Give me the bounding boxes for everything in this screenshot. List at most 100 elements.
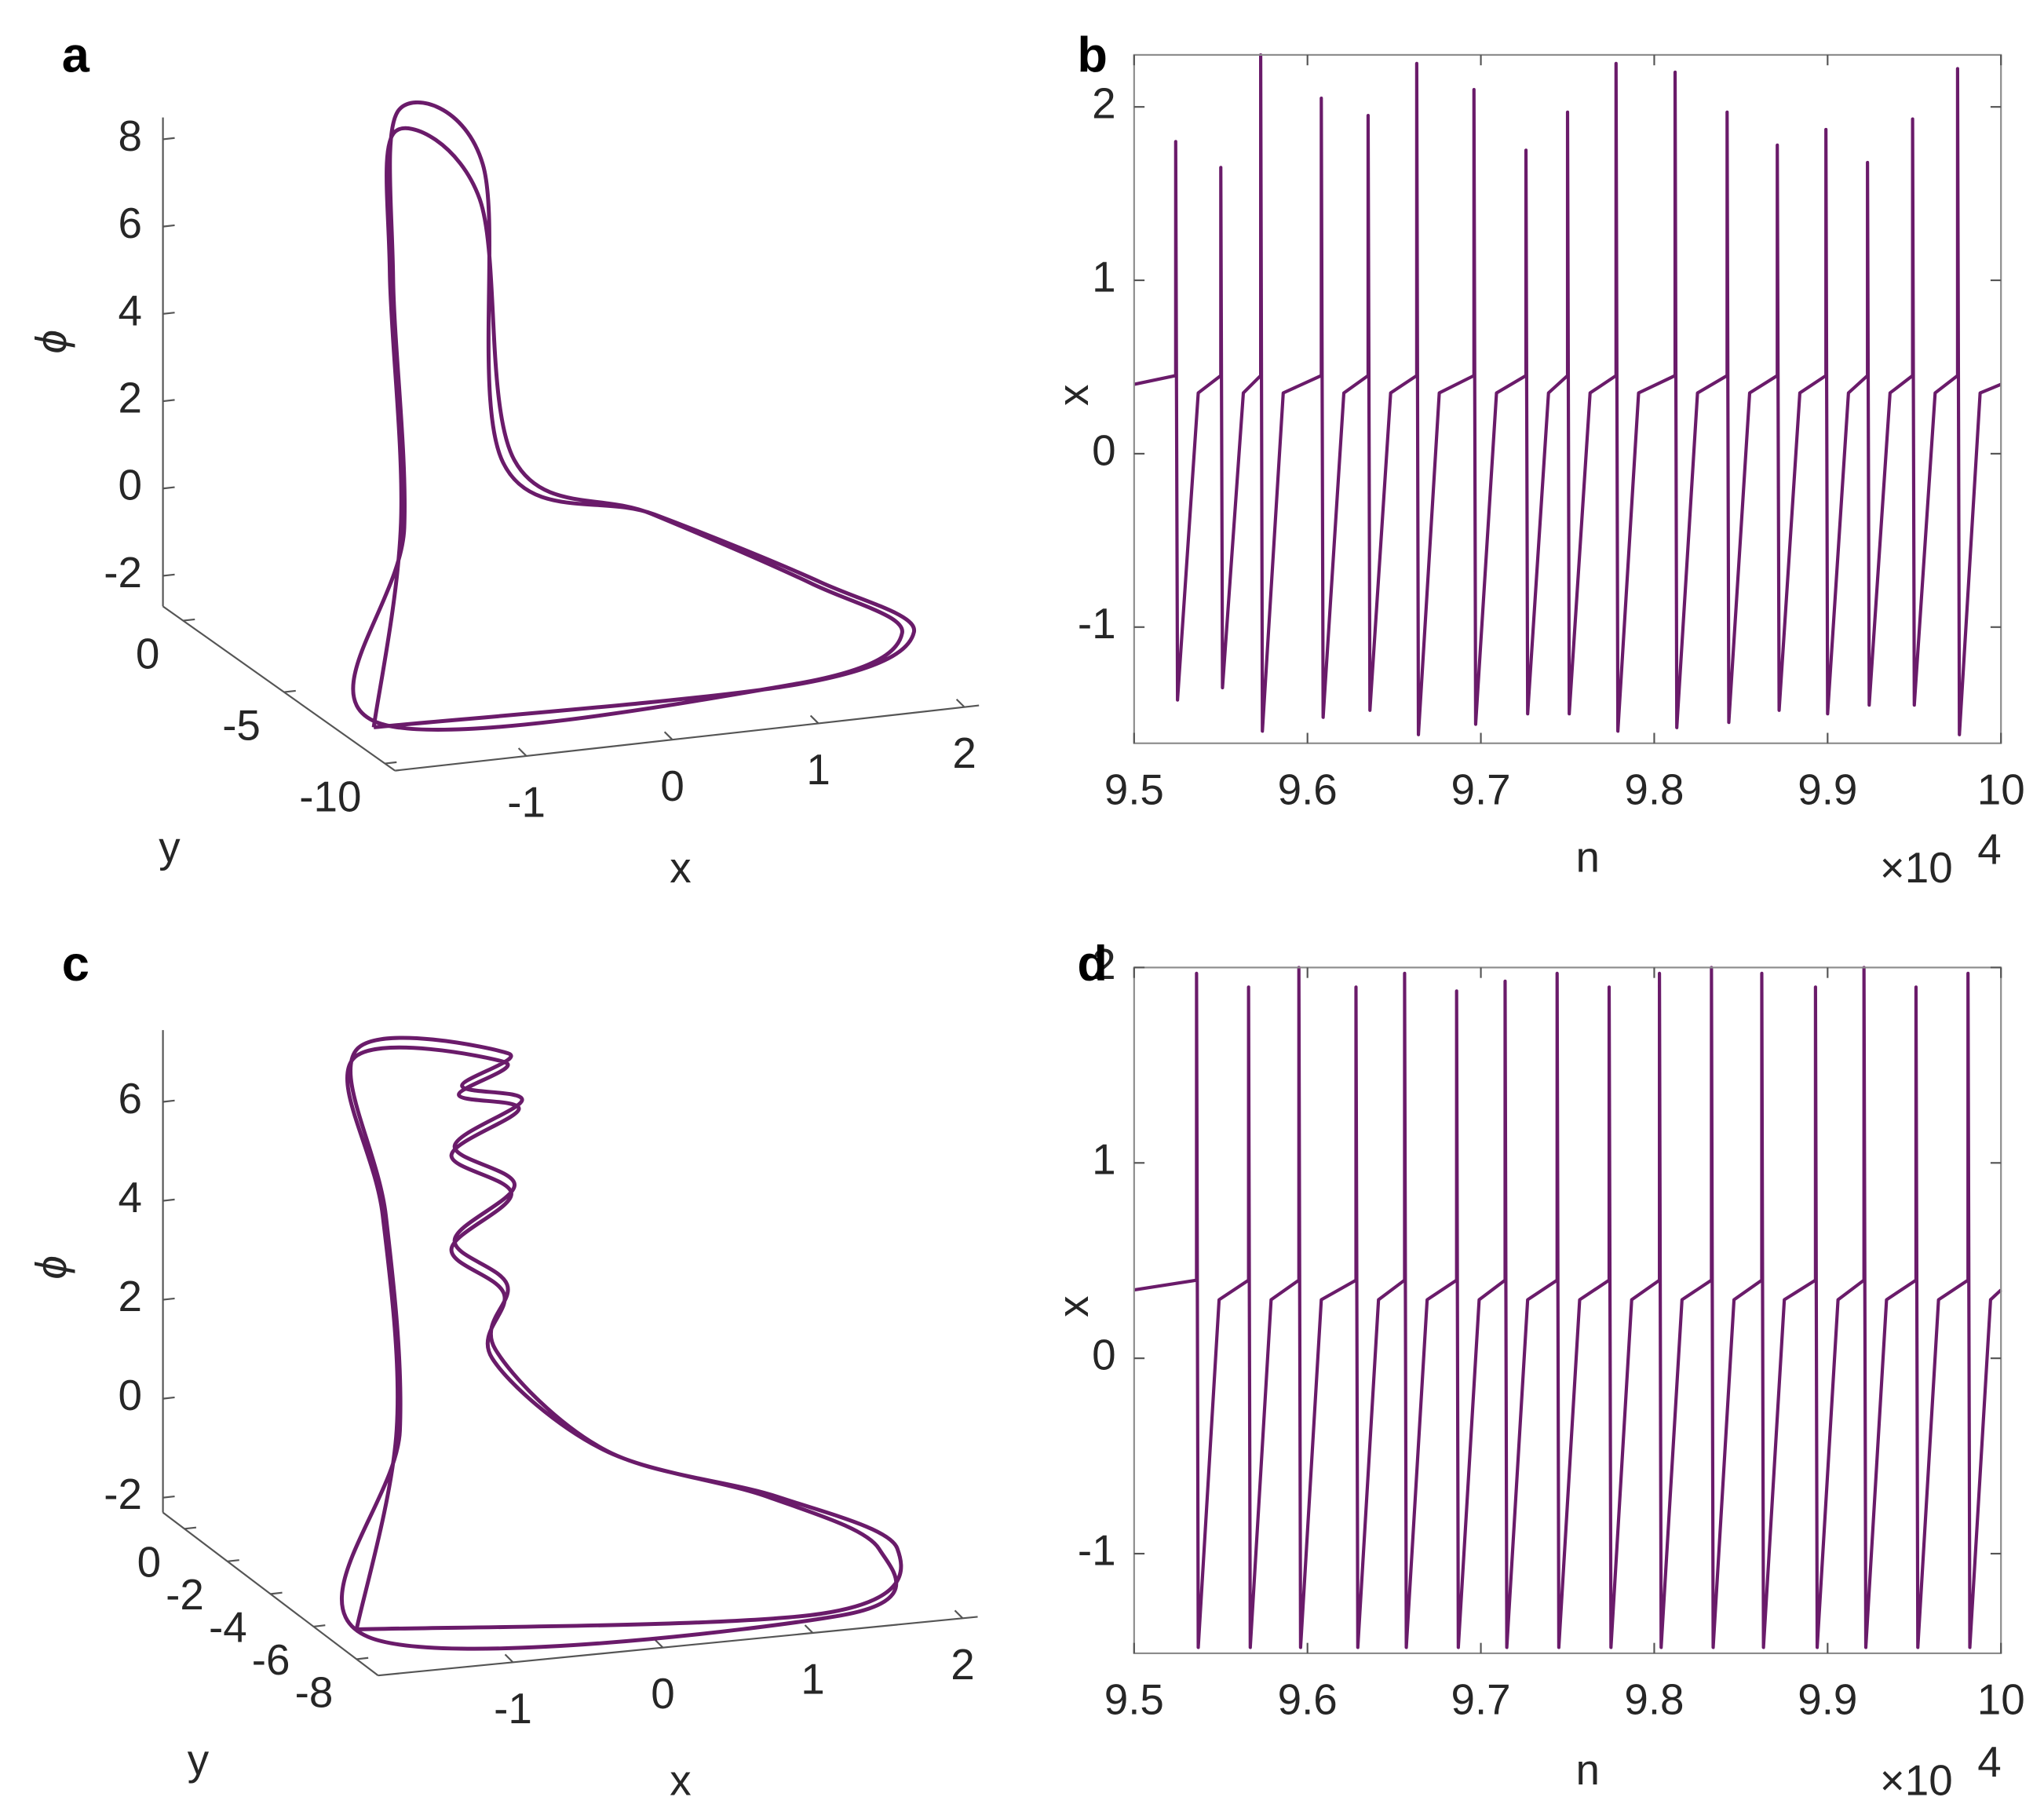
z-tick	[162, 1396, 175, 1400]
z-tick-label: -2	[104, 1470, 142, 1518]
x-tick-label: 9.5	[1104, 765, 1164, 813]
y-tick-label: -1	[1078, 599, 1116, 648]
series-line	[1133, 966, 2002, 1649]
y-tick-label: 0	[136, 630, 159, 678]
y-tick-label: 1	[1092, 253, 1115, 301]
z-tick	[162, 399, 175, 403]
x-tick-label: 2	[951, 1640, 974, 1689]
trajectory	[340, 1036, 903, 1651]
y-tick-label: 2	[1092, 79, 1115, 128]
panel-label: c	[62, 937, 89, 992]
y-tick-label: 1	[1092, 1135, 1115, 1184]
y-tick	[385, 761, 397, 765]
x-tick-label: 9.8	[1624, 1675, 1684, 1724]
plot-frame	[1133, 53, 2002, 744]
x-tick-label: 9.6	[1278, 1675, 1338, 1724]
x-tick-label: 9.9	[1798, 765, 1857, 813]
z-tick	[162, 1495, 175, 1499]
x-axis-label: x	[670, 1755, 691, 1804]
y-tick-label: -2	[166, 1570, 204, 1619]
trajectory	[351, 100, 916, 732]
x-axis	[395, 704, 980, 772]
y-tick-label: -1	[1078, 1525, 1116, 1574]
x-axis-label: n	[1576, 1745, 1600, 1794]
z-tick-label: 6	[119, 199, 142, 247]
x-tick-label: 0	[660, 762, 684, 810]
panel-label: d	[1077, 937, 1108, 992]
y-tick	[270, 1591, 283, 1595]
x-tick-label: -1	[507, 778, 546, 827]
z-tick-label: 0	[119, 1371, 142, 1419]
y-tick	[184, 1526, 197, 1530]
z-tick	[162, 137, 175, 141]
y-tick-label: -8	[295, 1667, 334, 1716]
x-tick-label: 9.8	[1624, 765, 1684, 813]
y-axis-label: y	[159, 822, 181, 871]
x-tick-label: 2	[952, 729, 976, 777]
x-tick-label: 1	[801, 1655, 824, 1704]
x-tick-label: 9.9	[1798, 1675, 1857, 1724]
y-tick-label: -10	[299, 773, 361, 821]
y-tick	[356, 1656, 369, 1660]
x-exponent: 4	[1977, 825, 2001, 874]
x-tick-label: 9.7	[1451, 1675, 1510, 1724]
x-tick-label: 1	[806, 745, 830, 794]
x-tick	[955, 698, 965, 708]
y-tick-label: 2	[1092, 940, 1115, 988]
x-tick	[654, 1638, 664, 1649]
x-tick-label: -1	[494, 1684, 532, 1733]
z-tick-label: 8	[119, 111, 142, 160]
y-tick	[313, 1624, 326, 1627]
y-tick	[183, 618, 195, 622]
z-tick	[162, 486, 175, 490]
x-multiplier: ×10	[1880, 1755, 1953, 1804]
x-tick-label: 9.6	[1278, 765, 1338, 813]
z-tick-label: 4	[119, 286, 142, 334]
y-tick-label: 0	[137, 1537, 161, 1586]
z-tick-label: 2	[119, 1272, 142, 1320]
x-tick-label: 9.7	[1451, 765, 1510, 813]
x-tick-label: 9.5	[1104, 1675, 1164, 1724]
y-tick-label: -5	[222, 701, 261, 750]
z-tick	[162, 1099, 175, 1103]
y-axis	[162, 605, 396, 772]
x-tick	[809, 714, 819, 725]
x-tick-label: 10	[1977, 765, 2025, 813]
y-axis-label: y	[188, 1735, 210, 1784]
x-tick	[504, 1653, 514, 1664]
z-tick	[162, 312, 175, 315]
x-exponent: 4	[1977, 1737, 2001, 1786]
y-tick-label: 0	[1092, 426, 1115, 474]
panel-label: b	[1077, 28, 1108, 83]
z-tick-label: 4	[119, 1173, 142, 1222]
z-tick-label: 0	[119, 461, 142, 510]
z-axis-label: ϕ	[27, 1255, 75, 1279]
plot-frame	[1133, 966, 2002, 1655]
x-tick	[804, 1624, 814, 1634]
z-tick	[162, 224, 175, 228]
y-tick	[227, 1559, 239, 1562]
z-axis-label: ϕ	[27, 330, 75, 353]
z-tick	[162, 573, 175, 577]
y-tick-label: -6	[252, 1635, 290, 1684]
y-tick-label: 0	[1092, 1331, 1115, 1379]
z-tick	[162, 1198, 175, 1202]
y-tick-label: -4	[209, 1602, 247, 1651]
x-axis-label: x	[670, 843, 691, 892]
x-tick-label: 10	[1977, 1675, 2025, 1724]
z-tick-label: -2	[104, 548, 142, 597]
panel-label: a	[62, 28, 90, 83]
z-tick-label: 2	[119, 374, 142, 422]
x-multiplier: ×10	[1880, 843, 1953, 892]
x-tick-label: 0	[651, 1669, 674, 1718]
y-tick	[283, 689, 296, 693]
x-axis	[378, 1616, 978, 1677]
x-axis-label: n	[1576, 833, 1600, 882]
x-tick	[954, 1609, 964, 1620]
y-axis-label: x	[1049, 385, 1097, 406]
z-tick-label: 6	[119, 1074, 142, 1123]
x-tick	[517, 747, 527, 757]
x-tick	[663, 731, 673, 740]
